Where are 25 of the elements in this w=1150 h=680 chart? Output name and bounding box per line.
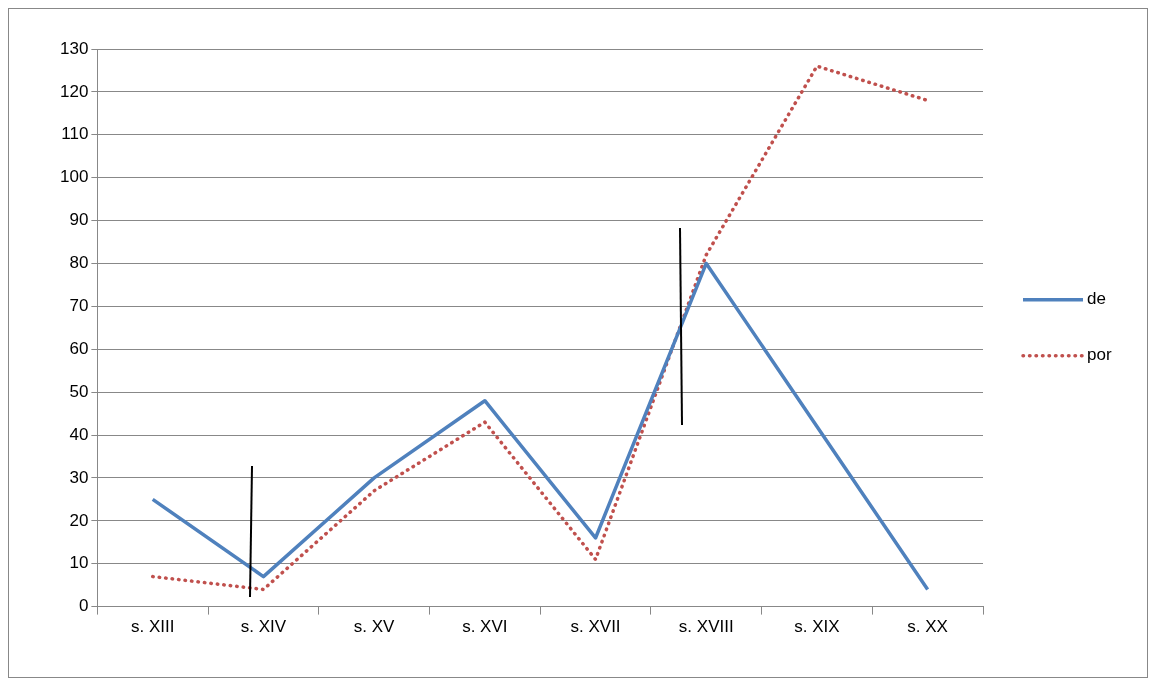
y-tick-label: 50 xyxy=(69,381,89,401)
x-tick-label: s. XIX xyxy=(794,617,840,637)
x-tick-label: s. XV xyxy=(353,617,396,637)
legend-label: de xyxy=(1087,289,1106,309)
y-tick-label: 130 xyxy=(59,38,89,58)
y-tick-label: 80 xyxy=(69,253,89,273)
x-tick-label: s. XVII xyxy=(570,617,621,637)
y-tick-label: 70 xyxy=(69,296,89,316)
y-tick-label: 40 xyxy=(69,424,89,444)
y-tick-label: 0 xyxy=(78,596,89,616)
x-tick-label: s. XIII xyxy=(130,617,175,637)
y-tick-label: 10 xyxy=(69,553,89,573)
y-tick-label: 30 xyxy=(69,467,89,487)
x-tick-label: s. XVI xyxy=(462,617,508,637)
y-tick-label: 90 xyxy=(69,210,89,230)
y-tick-label: 60 xyxy=(69,338,89,358)
y-tick-label: 120 xyxy=(59,81,89,101)
y-tick-label: 100 xyxy=(59,167,89,187)
x-tick-label: s. XIV xyxy=(240,617,287,637)
y-tick-label: 110 xyxy=(61,124,89,144)
legend-label: por xyxy=(1087,345,1112,365)
y-tick-label: 20 xyxy=(69,510,89,530)
x-tick-label: s. XX xyxy=(907,617,948,637)
line-series xyxy=(150,64,930,592)
x-tick-label: s. XVIII xyxy=(678,617,734,637)
